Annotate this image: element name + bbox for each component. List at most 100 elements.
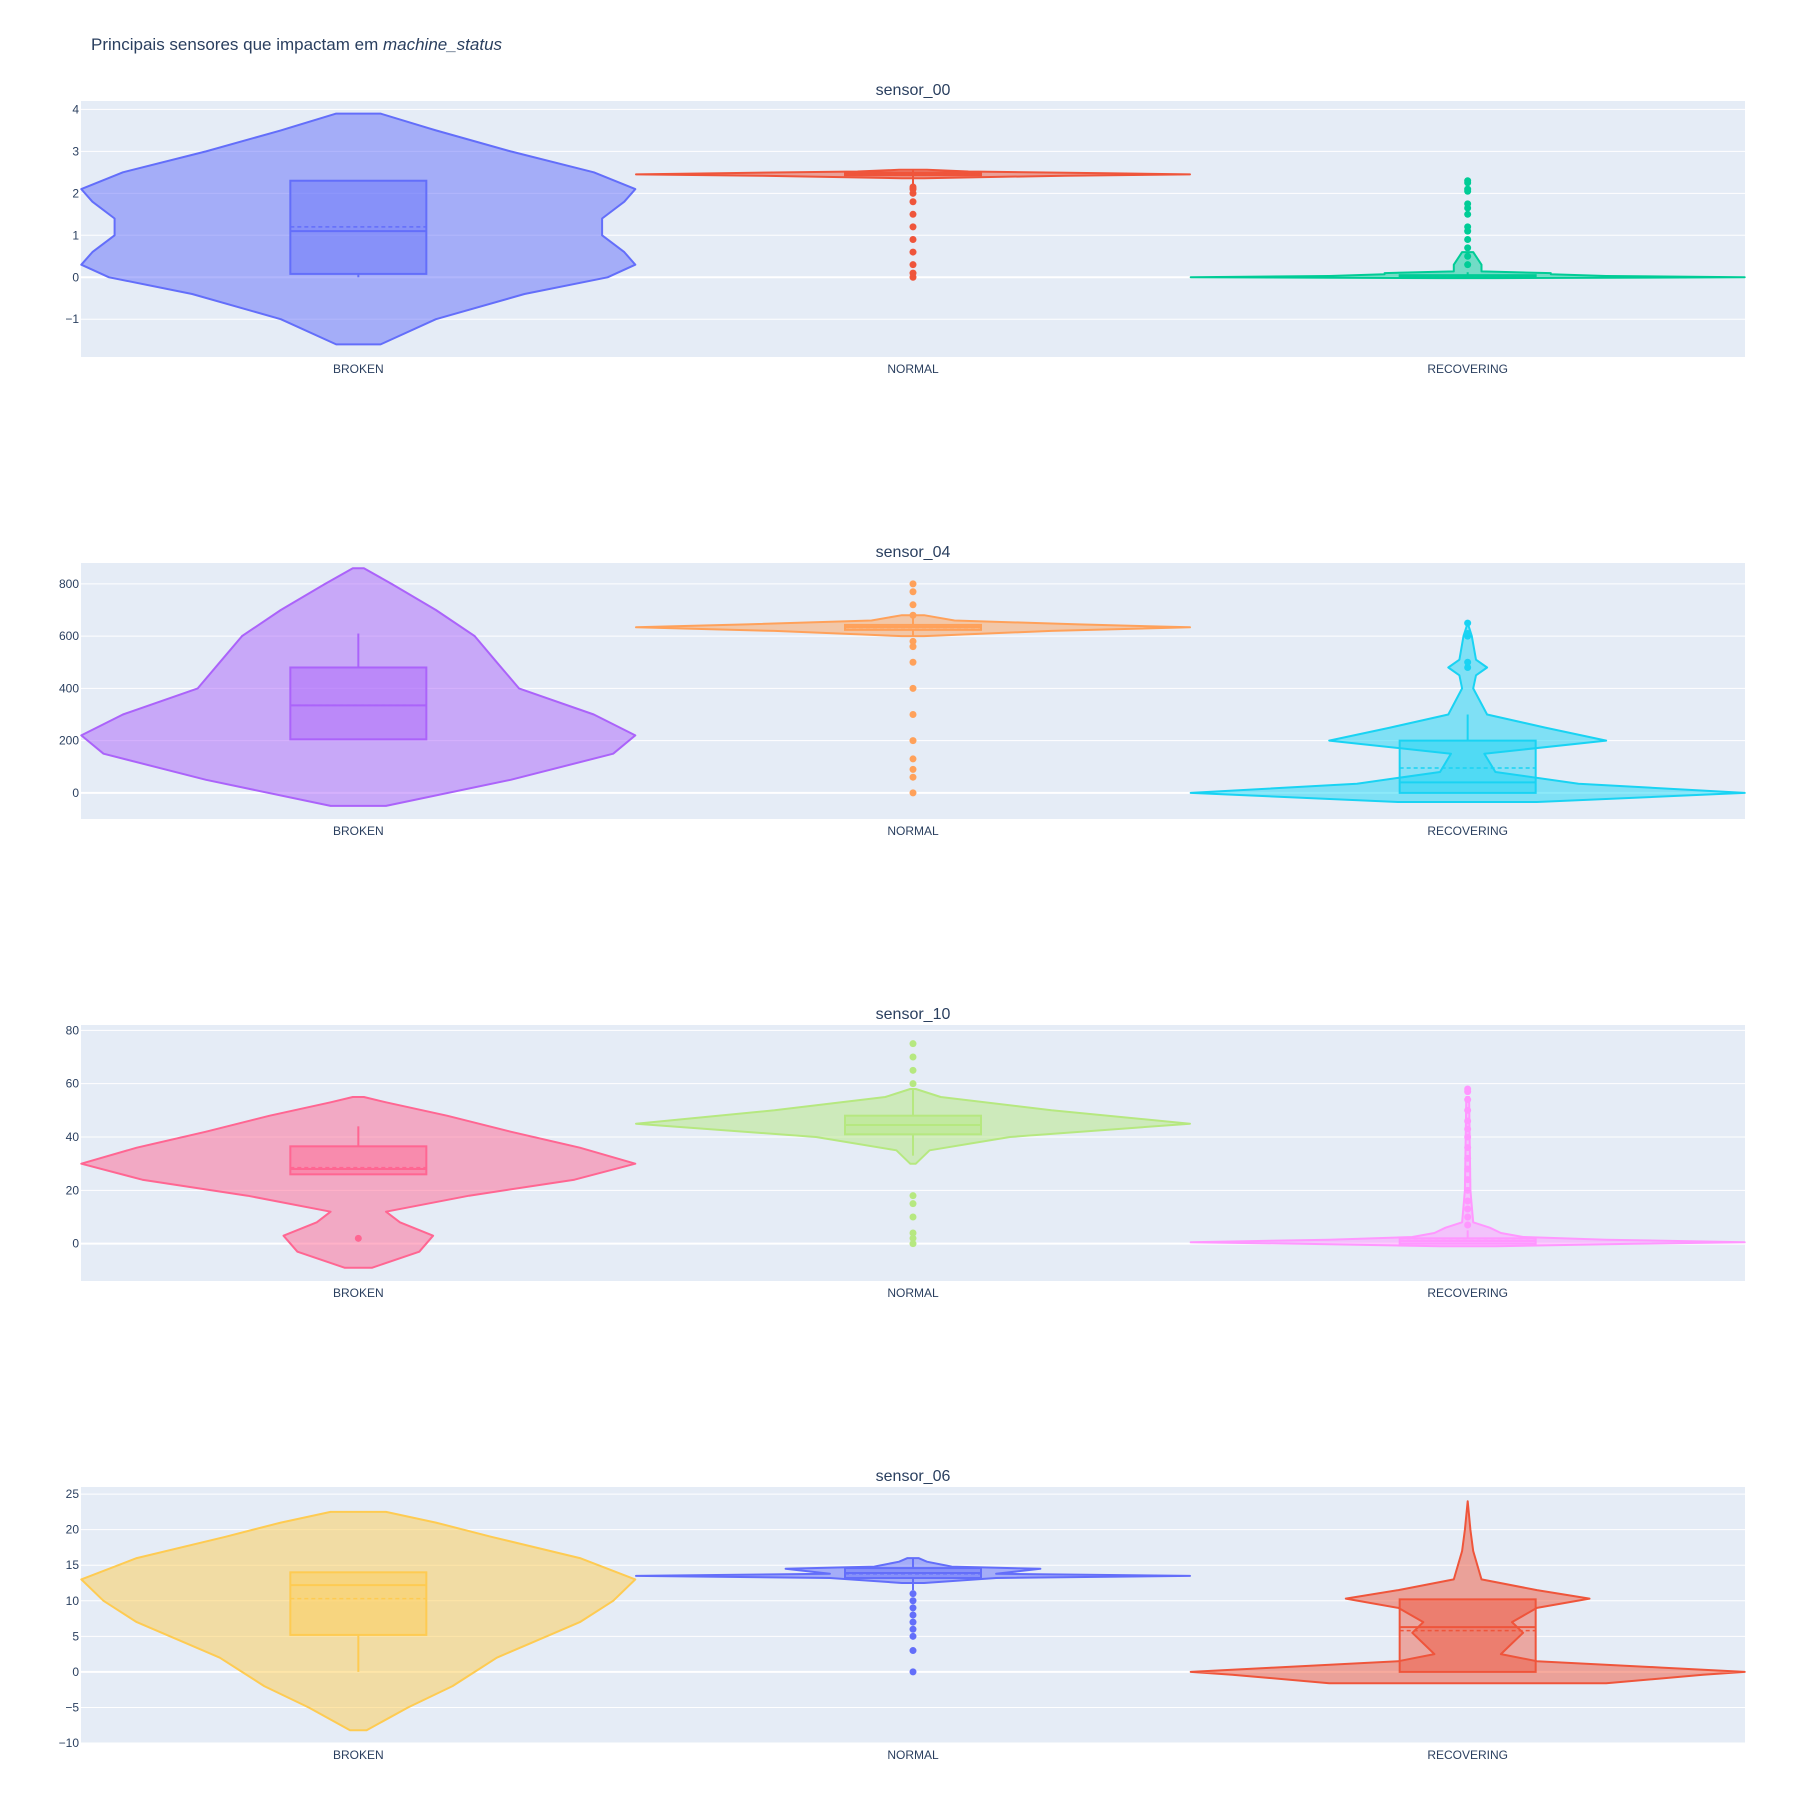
y-tick-label: 80 (66, 1023, 80, 1037)
outlier-point (909, 1647, 917, 1655)
outlier-point (909, 1604, 917, 1612)
outlier-point (1464, 1144, 1472, 1152)
outlier-point (909, 643, 917, 651)
y-tick-label: 0 (72, 786, 79, 800)
panel-title: sensor_00 (876, 82, 951, 99)
outlier-point (1464, 1176, 1472, 1184)
outlier-point (909, 755, 917, 763)
outlier-point (1464, 235, 1472, 243)
outlier-point (1464, 244, 1472, 252)
x-category-label: BROKEN (333, 1286, 384, 1300)
outlier-point (1464, 252, 1472, 260)
violin-body (80, 112, 637, 346)
outlier-point (909, 210, 917, 218)
y-tick-label: 0 (72, 1237, 79, 1251)
violin-normal (635, 168, 1191, 281)
outlier-point (909, 269, 917, 277)
chart-main-title: Principais sensores que impactam em mach… (91, 35, 503, 54)
x-category-label: RECOVERING (1427, 362, 1508, 376)
outlier-point (909, 588, 917, 596)
x-category-label: RECOVERING (1427, 1286, 1508, 1300)
chart-main-title-emphasis: machine_status (383, 35, 503, 54)
outlier-point (909, 611, 917, 619)
chart-main-title-text: Principais sensores que impactam em (91, 35, 383, 54)
violin-body (1189, 622, 1746, 803)
outlier-point (909, 1229, 917, 1237)
outlier-point (909, 1213, 917, 1221)
box (1398, 739, 1537, 794)
x-category-label: BROKEN (333, 1748, 384, 1762)
panel-sensor_04: 0 200 400 600 800 sensor_04 BROKEN NORMAL RECOVE… (59, 544, 1746, 838)
y-tick-label: 3 (72, 144, 79, 158)
outlier-point (1464, 261, 1472, 269)
outlier-point (909, 1632, 917, 1640)
outlier-point (909, 637, 917, 645)
outlier-point (909, 1080, 917, 1088)
outlier-point (909, 1611, 917, 1619)
panel-sensor_10: 0 20 40 60 80 sensor_10 BROKEN NORMAL RECOVERING (66, 1006, 1746, 1300)
outlier-point (909, 789, 917, 797)
box (1398, 1598, 1537, 1673)
y-tick-label: 10 (66, 1594, 80, 1608)
outlier-point (909, 1618, 917, 1626)
outlier-point (909, 1240, 917, 1248)
outlier-point (1464, 200, 1472, 208)
x-category-label: RECOVERING (1427, 1748, 1508, 1762)
outlier-point (1464, 1165, 1472, 1173)
y-tick-label: 5 (72, 1629, 79, 1643)
outlier-point (909, 235, 917, 243)
y-tick-label: 0 (72, 1665, 79, 1679)
violin-recovering (1189, 619, 1746, 803)
outlier-point (1464, 185, 1472, 193)
outlier-point (1464, 1096, 1472, 1104)
outlier-point (1464, 210, 1472, 218)
y-tick-label: 400 (59, 681, 79, 695)
box (289, 666, 428, 741)
outlier-point (1464, 1133, 1472, 1141)
outlier-point (1464, 223, 1472, 231)
violin-body (80, 1510, 637, 1732)
outlier-point (909, 773, 917, 781)
y-tick-label: 4 (72, 102, 79, 116)
outlier-point (909, 223, 917, 231)
y-tick-label: 40 (66, 1130, 80, 1144)
outlier-point (909, 1590, 917, 1598)
violin-body (635, 1088, 1191, 1165)
outlier-point (1464, 1154, 1472, 1162)
outlier-point (909, 737, 917, 745)
violin-broken (80, 112, 637, 346)
violin-recovering (1189, 1500, 1746, 1685)
y-tick-label: −1 (65, 312, 79, 326)
panel-title: sensor_06 (876, 1468, 951, 1485)
outlier-point (909, 580, 917, 588)
panel-sensor_00: −1 0 1 2 3 4 sensor_00 BROKEN NORMAL RECOVERING (65, 82, 1746, 376)
violin-body (1189, 1500, 1746, 1685)
x-category-label: BROKEN (333, 362, 384, 376)
x-category-label: BROKEN (333, 824, 384, 838)
violin-body (80, 1096, 637, 1269)
violin-broken (80, 1510, 637, 1732)
outlier-point (1464, 1125, 1472, 1133)
panel-title: sensor_10 (876, 1006, 951, 1023)
violin-normal (635, 1557, 1191, 1676)
outlier-point (1464, 658, 1472, 666)
y-tick-label: 200 (59, 734, 79, 748)
outlier-point (1464, 1117, 1472, 1125)
violin-recovering (1189, 177, 1746, 280)
y-tick-label: 20 (66, 1523, 80, 1537)
outlier-point (1464, 1197, 1472, 1205)
outlier-point (909, 1234, 917, 1242)
x-category-label: RECOVERING (1427, 824, 1508, 838)
outlier-point (909, 1066, 917, 1074)
violin-recovering (1189, 1085, 1746, 1248)
y-tick-label: −5 (65, 1700, 79, 1714)
y-tick-label: 20 (66, 1183, 80, 1197)
y-tick-label: 25 (66, 1487, 80, 1501)
y-tick-label: 15 (66, 1558, 80, 1572)
panel-sensor_06: −10 −5 0 5 10 15 20 25 sensor_06 BROKEN NORMAL RECO… (59, 1468, 1746, 1762)
outlier-point (1464, 1186, 1472, 1194)
y-tick-label: 1 (72, 228, 79, 242)
x-category-label: NORMAL (887, 1286, 939, 1300)
outlier-point (1464, 177, 1472, 185)
